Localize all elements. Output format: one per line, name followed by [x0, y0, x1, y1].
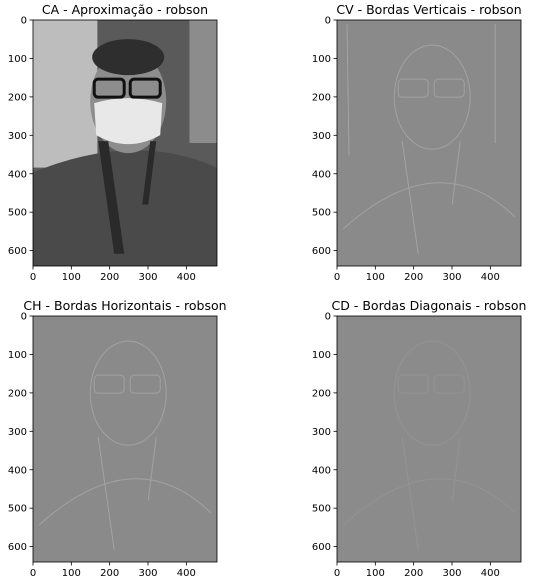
y-tick-label: 0 — [21, 312, 27, 323]
edge-sketch-cd — [342, 340, 516, 550]
x-tick-label: 300 — [442, 568, 461, 579]
y-tick-label: 200 — [312, 92, 331, 103]
y-tick-label: 500 — [312, 504, 331, 515]
x-tick-label: 400 — [177, 568, 196, 579]
x-tick-label: 300 — [442, 272, 461, 283]
x-tick-label: 0 — [30, 272, 36, 283]
y-tick-label: 400 — [312, 169, 331, 180]
axes-frame-ch — [32, 315, 218, 563]
y-tick-label: 500 — [8, 504, 27, 515]
x-tick-label: 200 — [100, 272, 119, 283]
x-tick-label: 400 — [481, 568, 500, 579]
y-tick-label: 100 — [312, 350, 331, 361]
y-tick-label: 300 — [8, 427, 27, 438]
axes-frame-ca — [32, 19, 218, 267]
photo-background — [33, 20, 98, 168]
edge-sketch-cv — [342, 23, 516, 254]
y-tick-label: 400 — [8, 465, 27, 476]
x-tick-label: 200 — [100, 568, 119, 579]
photo-glasses-right — [128, 77, 162, 99]
image-cv — [337, 20, 521, 266]
axes-frame-cv — [336, 19, 522, 267]
image-ch — [33, 316, 217, 562]
y-tick-label: 100 — [312, 54, 331, 65]
x-tick-label: 100 — [366, 272, 385, 283]
subplot-title: CV - Bordas Verticais - robson — [336, 2, 521, 17]
x-tick-label: 400 — [481, 272, 500, 283]
y-tick-label: 400 — [8, 169, 27, 180]
y-tick-label: 400 — [312, 465, 331, 476]
photo-mask — [94, 98, 163, 145]
subplot-ca: CA - Aproximação - robson 0 100 200 300 400 0 1… — [8, 2, 218, 283]
photo-door — [189, 20, 217, 143]
x-tick-label: 0 — [334, 568, 340, 579]
subplot-title: CD - Bordas Diagonais - robson — [332, 298, 527, 313]
x-tick-label: 100 — [62, 568, 81, 579]
x-tick-label: 400 — [177, 272, 196, 283]
x-tick-label: 0 — [334, 272, 340, 283]
photo-lanyard — [98, 141, 125, 254]
x-tick-label: 100 — [62, 272, 81, 283]
x-tick-label: 0 — [30, 568, 36, 579]
y-tick-label: 200 — [8, 388, 27, 399]
x-tick-label: 200 — [404, 272, 423, 283]
edge-sketch-ch — [38, 340, 212, 550]
y-tick-label: 200 — [8, 92, 27, 103]
y-tick-label: 500 — [8, 208, 27, 219]
subplot-title: CA - Aproximação - robson — [42, 2, 208, 17]
y-tick-label: 0 — [325, 312, 331, 323]
x-tick-label: 300 — [138, 272, 157, 283]
x-tick-label: 200 — [404, 568, 423, 579]
y-tick-label: 600 — [8, 542, 27, 553]
y-tick-label: 600 — [8, 246, 27, 257]
x-tick-label: 300 — [138, 568, 157, 579]
y-tick-label: 500 — [312, 208, 331, 219]
photo-shirt — [33, 150, 217, 266]
photo-hair — [92, 39, 165, 76]
y-tick-label: 600 — [312, 246, 331, 257]
y-tick-label: 100 — [8, 54, 27, 65]
subplot-title: CH - Bordas Horizontais - robson — [23, 298, 226, 313]
y-tick-label: 100 — [8, 350, 27, 361]
x-tick-label: 100 — [366, 568, 385, 579]
subplot-cv: CV - Bordas Verticais - robson 0 100 200 300… — [312, 2, 522, 283]
y-tick-label: 200 — [312, 388, 331, 399]
y-tick-label: 0 — [325, 16, 331, 27]
axes-frame-cd — [336, 315, 522, 563]
y-tick-label: 300 — [312, 427, 331, 438]
photo-glasses-left — [92, 77, 126, 99]
y-tick-label: 0 — [21, 16, 27, 27]
y-tick-label: 300 — [8, 131, 27, 142]
y-tick-label: 600 — [312, 542, 331, 553]
y-tick-label: 300 — [312, 131, 331, 142]
photo-lanyard-right — [142, 141, 157, 205]
image-cd — [337, 316, 521, 562]
